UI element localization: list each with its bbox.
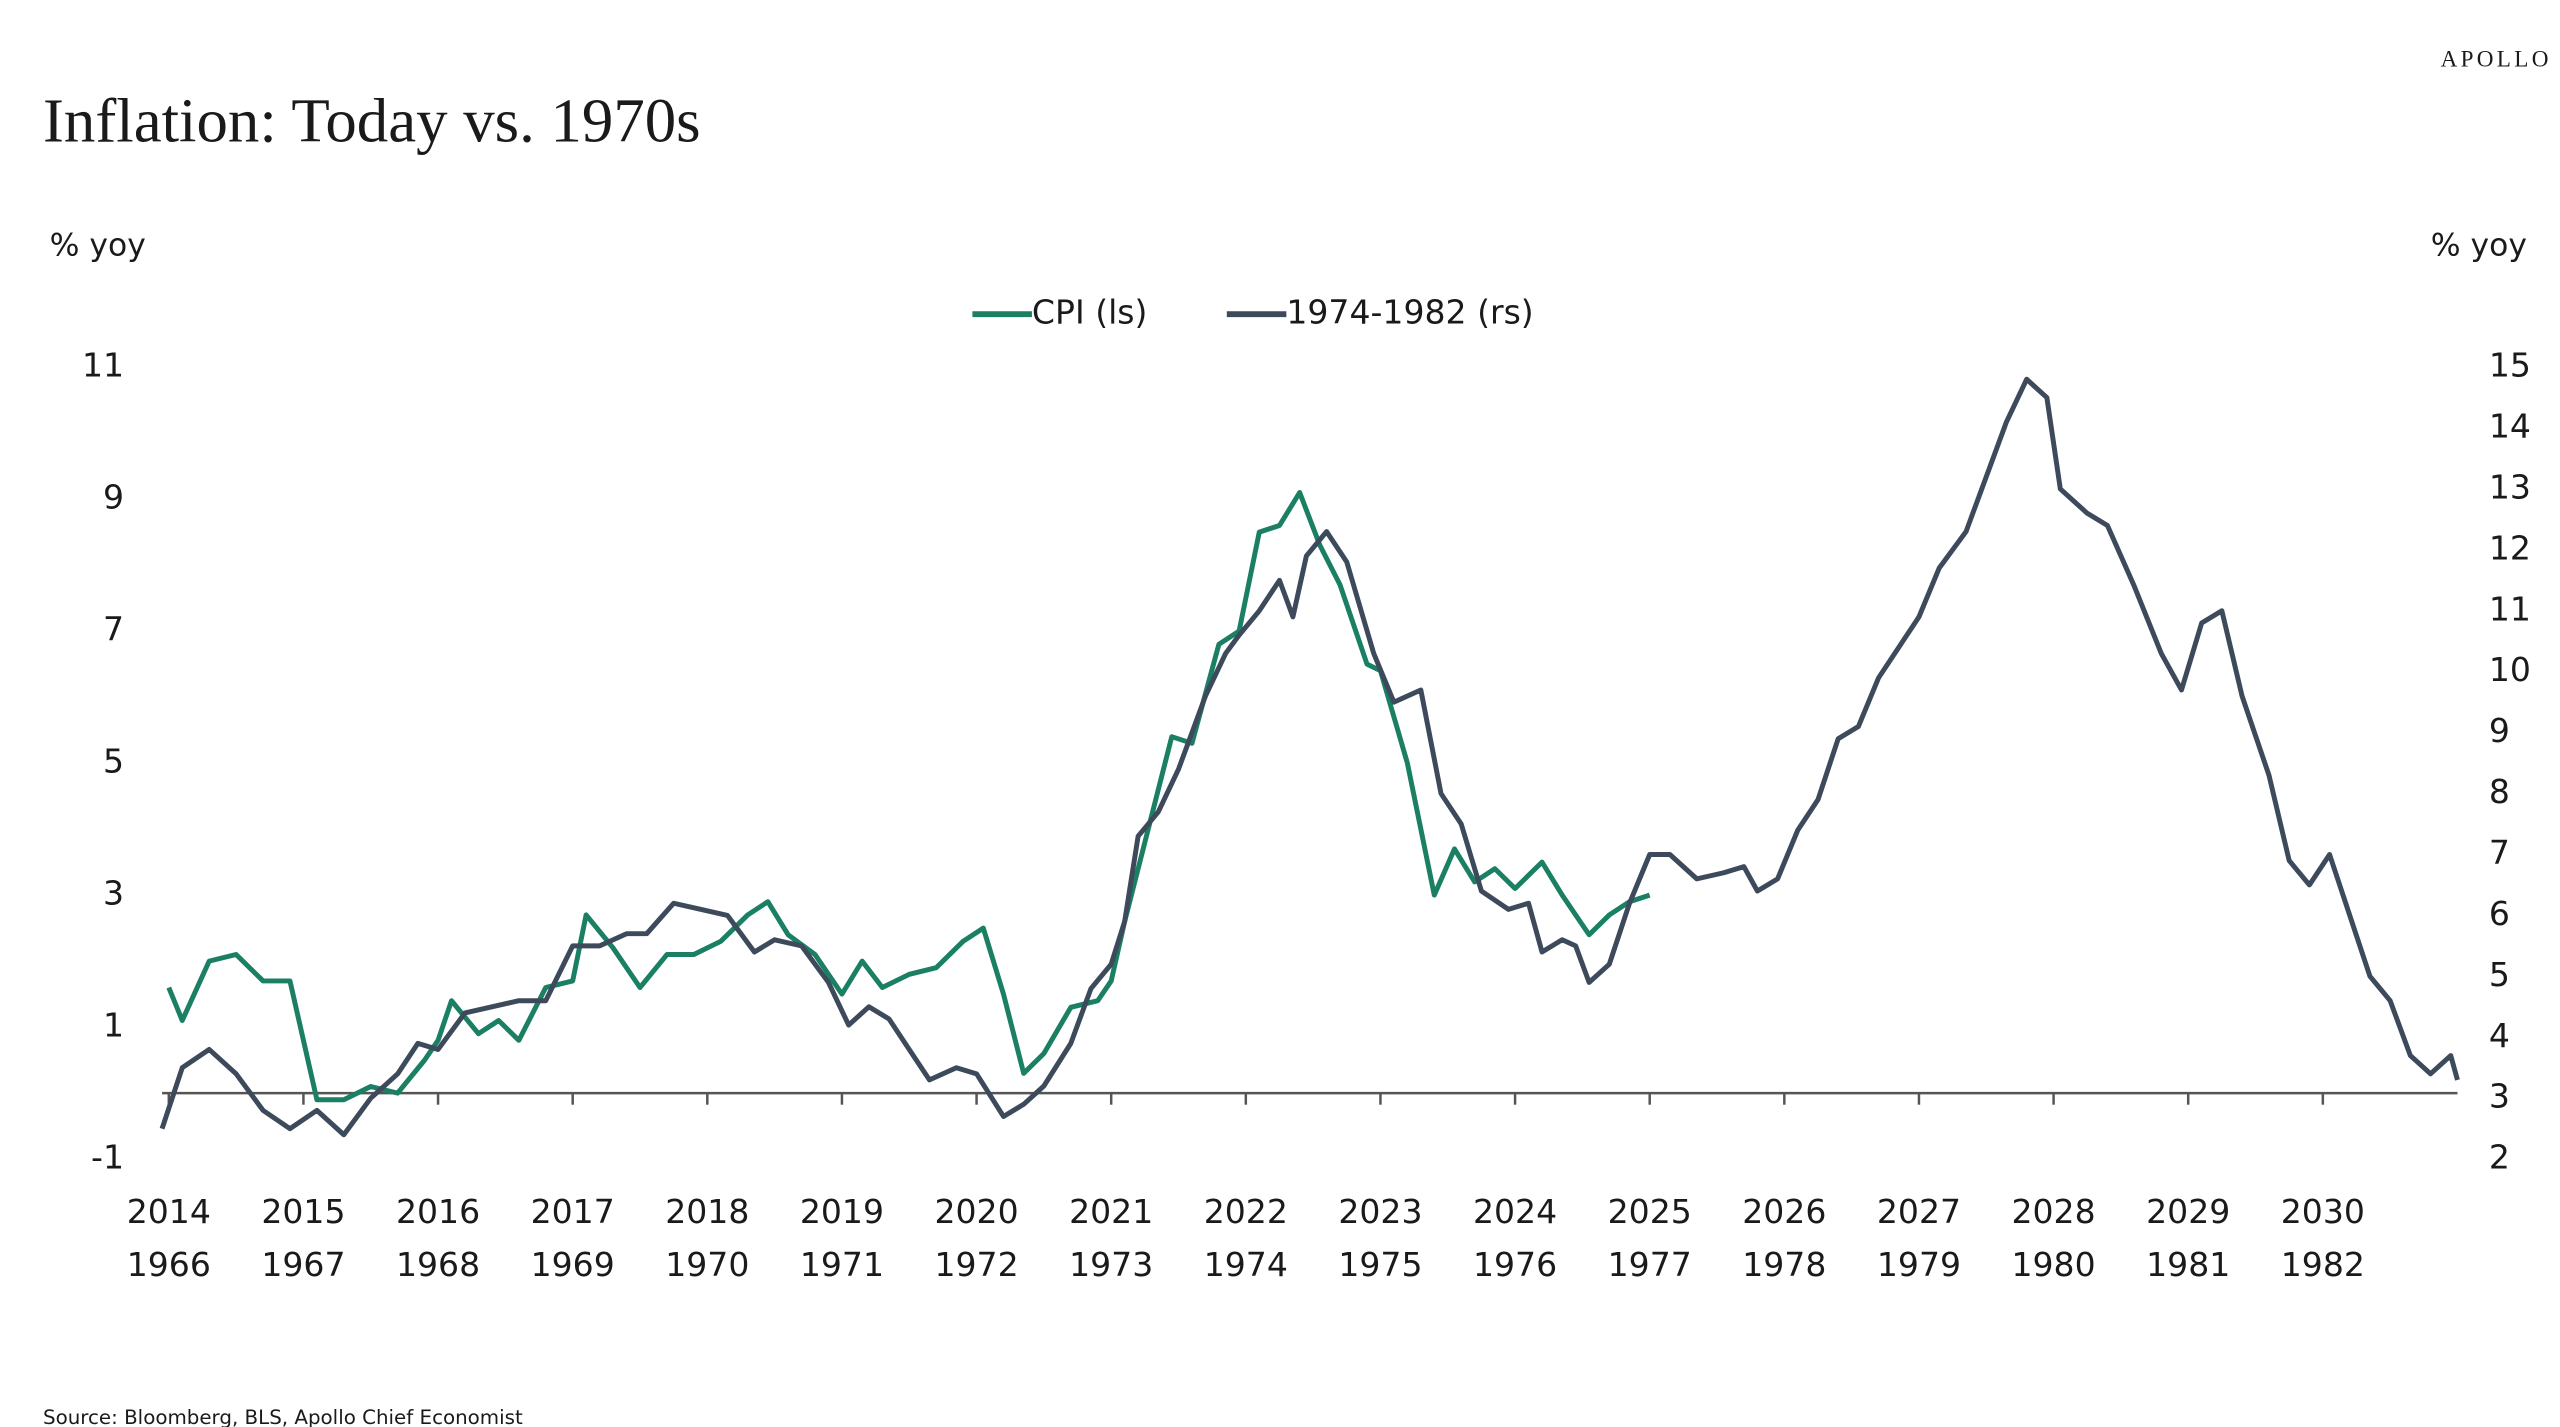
legend-label: CPI (ls): [1032, 293, 1148, 332]
x2-tick-label: 1979: [1877, 1245, 1961, 1284]
y-tick-label: 5: [103, 742, 124, 781]
y-tick-label: -1: [91, 1138, 124, 1177]
x2-tick-label: 1976: [1473, 1245, 1557, 1284]
x-tick-label: 2029: [2146, 1192, 2230, 1231]
x-tick-label: 2014: [127, 1192, 211, 1231]
x2-tick-label: 1973: [1069, 1245, 1153, 1284]
y-tick-label: 1: [103, 1006, 124, 1045]
x-tick-label: 2030: [2281, 1192, 2365, 1231]
x2-tick-label: 1969: [531, 1245, 615, 1284]
y2-tick-label: 4: [2489, 1016, 2510, 1055]
x2-tick-label: 1972: [934, 1245, 1018, 1284]
y-tick-label: 9: [103, 478, 124, 517]
x-tick-label: 2022: [1204, 1192, 1288, 1231]
chart-title: Inflation: Today vs. 1970s: [43, 86, 701, 156]
legend-label: 1974-1982 (rs): [1286, 293, 1533, 332]
x-tick-label: 2025: [1608, 1192, 1692, 1231]
y2-axis-label: % yoy: [2431, 227, 2527, 263]
y2-tick-label: 14: [2489, 407, 2531, 446]
x2-tick-label: 1981: [2146, 1245, 2230, 1284]
x2-tick-label: 1980: [2012, 1245, 2096, 1284]
y2-tick-label: 10: [2489, 650, 2531, 689]
x2-tick-label: 1974: [1204, 1245, 1288, 1284]
x-tick-label: 2024: [1473, 1192, 1557, 1231]
source-note: Source: Bloomberg, BLS, Apollo Chief Eco…: [43, 1406, 523, 1427]
y2-tick-label: 13: [2489, 467, 2531, 506]
series-line: [159, 376, 2460, 1138]
y2-tick-label: 15: [2489, 346, 2531, 385]
y2-tick-label: 7: [2489, 833, 2510, 872]
x-tick-label: 2019: [800, 1192, 884, 1231]
y2-tick-label: 8: [2489, 772, 2510, 811]
y-tick-label: 7: [103, 610, 124, 649]
y2-tick-label: 2: [2489, 1138, 2510, 1177]
x-tick-label: 2016: [396, 1192, 480, 1231]
x-tick-label: 2017: [531, 1192, 615, 1231]
x-tick-label: 2027: [1877, 1192, 1961, 1231]
x2-tick-label: 1978: [1742, 1245, 1826, 1284]
y2-tick-label: 6: [2489, 894, 2510, 933]
y2-tick-label: 11: [2489, 589, 2531, 628]
x2-tick-label: 1970: [665, 1245, 749, 1284]
x2-tick-label: 1966: [127, 1245, 211, 1284]
y-axis-label: % yoy: [50, 227, 146, 263]
x-tick-label: 2018: [665, 1192, 749, 1231]
y2-tick-label: 12: [2489, 528, 2531, 567]
y2-tick-label: 3: [2489, 1077, 2510, 1116]
x-tick-label: 2023: [1338, 1192, 1422, 1231]
x2-tick-label: 1975: [1338, 1245, 1422, 1284]
series-line: [166, 490, 1651, 1103]
y2-tick-label: 9: [2489, 711, 2510, 750]
x2-tick-label: 1977: [1608, 1245, 1692, 1284]
x-tick-label: 2021: [1069, 1192, 1153, 1231]
x-tick-label: 2026: [1742, 1192, 1826, 1231]
y-tick-label: 11: [82, 346, 124, 385]
brand: APOLLO: [2441, 46, 2552, 72]
x2-tick-label: 1971: [800, 1245, 884, 1284]
x2-tick-label: 1967: [261, 1245, 345, 1284]
x-tick-label: 2015: [261, 1192, 345, 1231]
y2-tick-label: 5: [2489, 955, 2510, 994]
x2-tick-label: 1982: [2281, 1245, 2365, 1284]
x-tick-label: 2028: [2012, 1192, 2096, 1231]
x2-tick-label: 1968: [396, 1245, 480, 1284]
y-tick-label: 3: [103, 874, 124, 913]
x-tick-label: 2020: [934, 1192, 1018, 1231]
